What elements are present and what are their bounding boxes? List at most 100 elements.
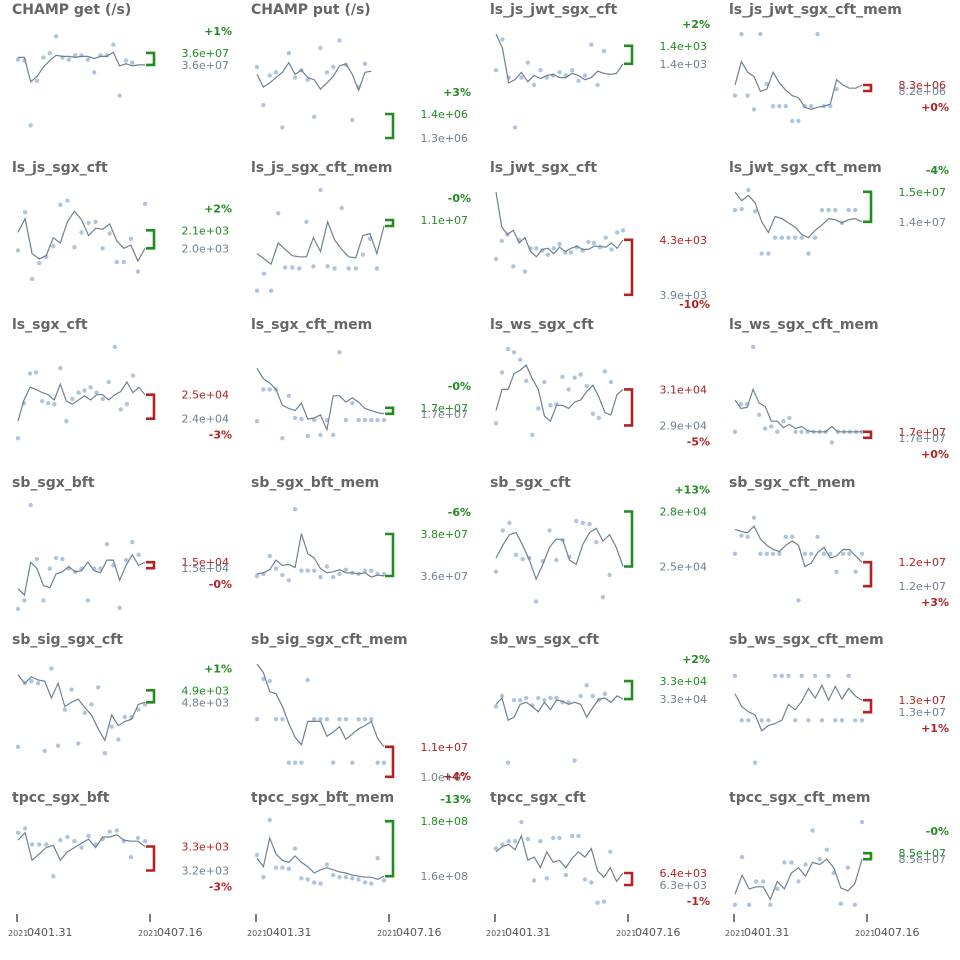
sample-point xyxy=(759,718,764,723)
sample-point xyxy=(94,390,99,395)
percent-change: +1% xyxy=(204,25,232,38)
sample-point xyxy=(545,252,551,257)
sample-point xyxy=(815,534,820,539)
sample-point xyxy=(93,219,98,224)
sample-point xyxy=(135,269,141,274)
sample-point xyxy=(369,568,374,573)
sample-point xyxy=(591,240,597,246)
sample-point xyxy=(824,847,829,852)
sample-point xyxy=(775,429,780,434)
series-line xyxy=(256,367,385,432)
sample-point xyxy=(542,379,547,385)
sample-point xyxy=(595,82,600,88)
sample-point xyxy=(790,118,795,124)
sample-point xyxy=(840,551,846,556)
x-tick-date: 0401.31 xyxy=(505,926,551,939)
value-label-new: 2.8e+04 xyxy=(660,506,707,519)
sample-point xyxy=(732,93,738,98)
sample-point xyxy=(130,373,136,378)
sample-point xyxy=(254,717,260,722)
sample-point xyxy=(318,45,323,51)
sample-point xyxy=(796,118,801,124)
chart-title: tpcc_sgx_bft xyxy=(12,790,110,806)
sample-point xyxy=(576,78,581,84)
percent-change: +1% xyxy=(204,662,232,675)
sample-point xyxy=(70,396,75,402)
sample-point xyxy=(15,248,21,253)
sample-point xyxy=(782,860,787,865)
sample-point xyxy=(375,760,380,765)
sample-point xyxy=(557,835,562,841)
sample-point xyxy=(47,51,52,56)
chart-plot: 1.7e+071.7e+07 -0% xyxy=(254,350,471,441)
sample-point xyxy=(536,695,541,701)
sample-point xyxy=(69,687,74,692)
sample-point xyxy=(739,533,744,538)
chart-title: ls_ws_sgx_cft xyxy=(490,317,594,333)
sample-point xyxy=(100,396,105,402)
series-line xyxy=(495,695,624,722)
sample-point xyxy=(531,878,537,883)
sample-point xyxy=(112,344,118,350)
sample-point xyxy=(572,375,577,380)
sample-point xyxy=(375,417,380,423)
value-label-base: 3.6e+07 xyxy=(182,59,229,72)
sample-point xyxy=(531,82,537,88)
sample-point xyxy=(607,572,612,578)
chart-panel: ls_js_jwt_sgx_cft_mem 8.3e+06 8.2e+06 +0% xyxy=(717,0,956,157)
series-line xyxy=(495,192,624,258)
sample-point xyxy=(790,534,795,539)
sample-point xyxy=(65,198,70,203)
sample-point xyxy=(544,876,549,881)
sample-point xyxy=(793,429,798,434)
sample-point xyxy=(58,837,63,843)
sample-point xyxy=(44,842,49,847)
chart-title: ls_jwt_sgx_cft xyxy=(490,160,598,176)
sample-point xyxy=(779,235,784,240)
sample-point xyxy=(66,57,72,62)
value-label-base: 3.2e+03 xyxy=(182,865,229,878)
sample-point xyxy=(299,416,304,422)
sample-point xyxy=(15,436,21,441)
sample-point xyxy=(136,707,141,712)
chart-title: ls_js_jwt_sgx_cft_mem xyxy=(729,2,902,18)
chart-panel: ls_js_jwt_sgx_cft 1.4e+03 1.4e+03 +2% xyxy=(478,0,717,157)
sample-point xyxy=(356,877,361,882)
series-line xyxy=(256,663,385,748)
sample-point xyxy=(37,842,42,847)
series-line xyxy=(256,835,385,881)
chart-panel: sb_ws_sgx_cft_mem 1.3e+07 1.3e+07 +1% xyxy=(717,630,956,787)
sample-point xyxy=(817,857,822,862)
sample-point xyxy=(828,551,833,556)
sample-point xyxy=(746,187,751,193)
sample-point xyxy=(337,717,342,722)
sample-point xyxy=(15,606,21,612)
sample-point xyxy=(267,73,272,78)
sample-point xyxy=(732,429,738,434)
value-label-new: 1.7e+07 xyxy=(421,402,468,415)
sample-point xyxy=(305,568,310,573)
sample-point xyxy=(750,344,756,350)
x-axis-tick xyxy=(16,914,18,922)
sample-point xyxy=(40,398,45,404)
series-line xyxy=(734,683,863,732)
sample-point xyxy=(512,839,518,844)
sample-point xyxy=(15,744,21,749)
chart-title: ls_js_sgx_cft xyxy=(12,160,108,176)
x-tick-date: 0407.16 xyxy=(635,926,681,939)
chart-panel: ls_ws_sgx_cft_mem 1.7e+07 1.7e+07 +0% xyxy=(717,315,956,472)
sample-point xyxy=(312,417,317,423)
chart-panel: sb_sgx_bft 1.5e+04 1.5e+04 -0% xyxy=(0,473,239,630)
sample-point xyxy=(261,676,266,682)
series-line xyxy=(256,219,385,266)
sample-point xyxy=(530,703,535,708)
sample-point xyxy=(810,828,815,833)
chart-panel: ls_sgx_cft 2.5e+04 2.4e+04 -3% xyxy=(0,315,239,472)
percent-change: -13% xyxy=(440,793,471,806)
sample-point xyxy=(493,421,499,426)
chart-panel: sb_sig_sgx_cft_mem 1.1e+07 1.0e+07 +4% xyxy=(239,630,478,787)
sample-point xyxy=(838,901,843,906)
change-bracket xyxy=(863,851,873,861)
chart-plot: 3.1e+04 2.9e+04 -5% xyxy=(493,346,710,448)
sample-point xyxy=(254,852,260,858)
